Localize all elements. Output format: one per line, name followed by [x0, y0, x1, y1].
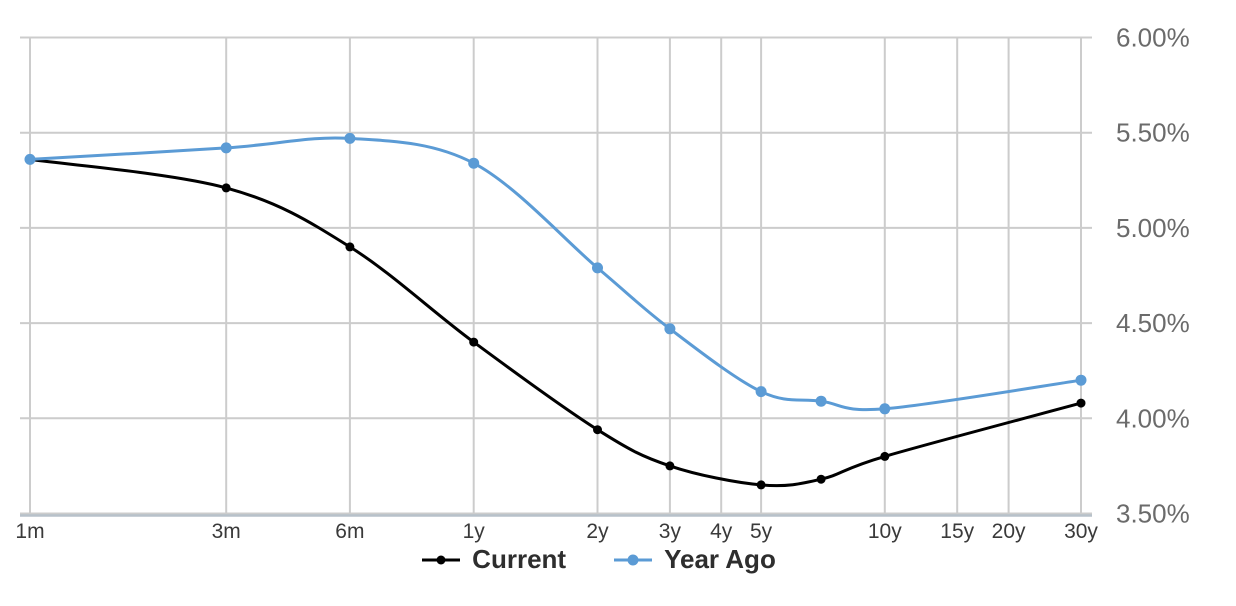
series-point-year-ago — [344, 132, 356, 144]
legend-label-year-ago: Year Ago — [664, 544, 776, 574]
chart-legend: Current Year Ago — [0, 544, 1196, 575]
x-axis-label: 5y — [750, 520, 773, 543]
current-series-marker-icon — [422, 555, 461, 564]
y-axis-label: 5.00% — [1116, 213, 1190, 243]
y-axis-label: 5.50% — [1116, 118, 1190, 148]
x-axis-label: 3m — [212, 520, 241, 543]
y-axis-label: 4.00% — [1116, 403, 1190, 433]
series-point-current — [1076, 398, 1086, 408]
x-axis-label: 1m — [15, 520, 44, 543]
series-point-year-ago — [1075, 374, 1087, 386]
series-point-current — [665, 461, 675, 471]
series-line-year-ago — [28, 136, 1083, 412]
x-axis-label: 2y — [586, 520, 609, 543]
series-point-year-ago — [879, 403, 891, 415]
x-axis-label: 1y — [463, 520, 486, 543]
x-axis-label: 20y — [992, 520, 1026, 543]
series-point-year-ago — [24, 153, 36, 165]
legend-label-current: Current — [472, 544, 567, 574]
y-axis-label: 6.00% — [1116, 23, 1190, 53]
x-axis-label: 30y — [1064, 520, 1098, 543]
series-point-year-ago — [592, 262, 603, 274]
legend-item-year-ago[interactable]: Year Ago — [612, 544, 776, 575]
series-point-current — [593, 425, 602, 435]
x-axis-label: 10y — [868, 520, 902, 543]
series-point-current — [345, 242, 355, 252]
x-axis-label: 15y — [940, 520, 974, 543]
series-point-current — [756, 480, 766, 490]
legend-item-current[interactable]: Current — [420, 544, 566, 575]
series-point-year-ago — [664, 323, 676, 335]
x-axis-label: 3y — [659, 520, 682, 543]
year-ago-series-marker-icon — [614, 554, 653, 565]
series-point-year-ago — [755, 386, 767, 398]
y-axis-label: 3.50% — [1116, 499, 1190, 529]
series-point-current — [880, 451, 890, 461]
series-point-year-ago — [468, 157, 480, 169]
series-point-year-ago — [815, 395, 827, 407]
series-point-current — [221, 183, 231, 193]
x-axis-label: 4y — [710, 520, 733, 543]
series-point-current — [469, 337, 479, 347]
series-point-year-ago — [220, 142, 232, 154]
y-axis-label: 4.50% — [1116, 308, 1190, 338]
series-point-current — [816, 474, 826, 484]
x-axis-label: 6m — [335, 520, 364, 543]
